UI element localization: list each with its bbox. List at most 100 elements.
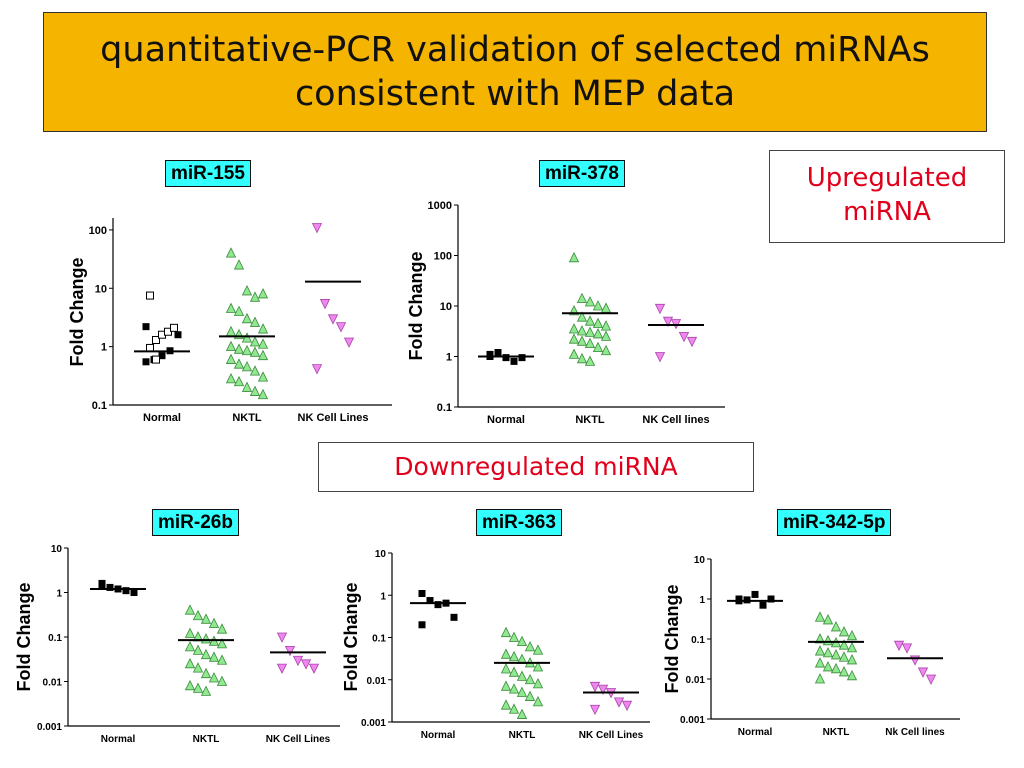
mir-155-ytick-label: 0.1 xyxy=(92,400,107,412)
mir-342-5p-ytick-label: 1 xyxy=(699,595,705,606)
mir-342-5p-ytick-label: 0.001 xyxy=(680,715,705,726)
mir-342-5p-point-nktl xyxy=(846,629,858,641)
mir-155-point-nktl xyxy=(233,259,245,270)
mir-26b-ytick-label: 0.01 xyxy=(43,678,63,689)
mir-155-category-label: NK Cell Lines xyxy=(298,412,369,424)
mir-155-point-nk-cell-lines xyxy=(343,337,355,348)
mir-342-5p-point-nktl xyxy=(814,673,826,684)
mir-155-point-nk-cell-lines xyxy=(327,314,339,325)
mir-378-point-nktl xyxy=(600,344,612,356)
mir-363-point-nktl xyxy=(524,673,536,685)
mir-26b-point-nktl xyxy=(200,685,212,696)
mir-363-point-nktl xyxy=(524,640,536,652)
mir-155-point-normal xyxy=(142,358,150,366)
mir-378-point-nk-cell-lines xyxy=(670,319,682,330)
mir-342-5p-point-nktl xyxy=(846,641,858,653)
mir-378-ylabel: Fold Change xyxy=(406,252,426,361)
mir-155-point-nktl xyxy=(257,349,269,361)
mir-26b-point-nktl xyxy=(216,654,228,665)
mir-155-point-nktl xyxy=(257,338,269,349)
mir-26b-point-nktl xyxy=(192,609,204,621)
mir-26b-point-nktl xyxy=(192,644,204,655)
mir-342-5p-ytick-label: 0.1 xyxy=(691,635,705,646)
mir-363-point-normal xyxy=(418,621,426,629)
mir-155-point-nktl xyxy=(249,346,261,357)
mir-378-point-nktl xyxy=(600,320,612,331)
mir-155-category-label: Normal xyxy=(143,412,181,424)
mir-26b-point-nktl xyxy=(200,633,212,644)
mir-378-point-nktl xyxy=(600,330,612,341)
mir-378-point-normal xyxy=(494,349,502,357)
mir-363-ylabel: Fold Change xyxy=(341,583,361,692)
mir-26b-point-nktl xyxy=(192,682,204,693)
mir-363-ytick-label: 0.001 xyxy=(361,718,386,729)
mir-378-point-nk-cell-lines xyxy=(654,352,666,363)
mir-342-5p-point-nktl xyxy=(838,639,850,650)
title-line-1: quantitative-PCR validation of selected … xyxy=(100,30,930,70)
mir-363-point-nktl xyxy=(508,631,520,642)
mir-155-ytick-label: 100 xyxy=(89,225,107,237)
mir-363-point-nktl xyxy=(532,644,544,655)
mir-342-5p-point-nk-cell-lines xyxy=(893,640,905,652)
chart-title-mir-363: miR-363 xyxy=(476,509,562,536)
mir-155-point-nktl xyxy=(233,358,245,369)
mir-26b-point-nk-cell-lines xyxy=(276,663,288,674)
mir-378-point-nk-cell-lines xyxy=(662,316,674,328)
mir-155-point-open xyxy=(152,335,160,344)
mir-155-point-nktl xyxy=(249,336,261,347)
mir-342-5p-point-nktl xyxy=(838,666,850,677)
mir-378-point-nktl xyxy=(592,317,604,328)
mir-363-point-nktl xyxy=(532,677,544,689)
mir-155-point-nktl xyxy=(249,291,261,302)
mir-363-point-nktl xyxy=(532,695,544,707)
mir-363-point-normal xyxy=(418,590,426,598)
mir-363-point-nktl xyxy=(500,648,512,659)
mir-363-ytick-label: 0.1 xyxy=(372,634,386,645)
mir-155-ylabel: Fold Change xyxy=(67,258,87,367)
mir-378-point-nktl xyxy=(592,341,604,353)
mir-26b-point-nktl xyxy=(192,662,204,673)
mir-155-category-label: NKTL xyxy=(232,412,262,424)
mir-378-category-label: NKTL xyxy=(575,414,605,426)
downregulated-label-box: Downregulated miRNA xyxy=(318,442,754,492)
mir-342-5p-point-nktl xyxy=(830,621,842,632)
mir-342-5p-category-label: Normal xyxy=(738,727,773,738)
slide-title: quantitative-PCR validation of selected … xyxy=(43,12,987,132)
mir-363-point-nk-cell-lines xyxy=(597,684,609,696)
mir-155-point-nktl xyxy=(233,328,245,340)
mir-363-point-nktl xyxy=(500,663,512,674)
mir-363-point-nktl xyxy=(508,683,520,694)
mir-342-5p-point-nktl xyxy=(814,611,826,622)
mir-26b-category-label: NKTL xyxy=(193,734,220,745)
mir-342-5p-ylabel: Fold Change xyxy=(662,585,682,694)
upregulated-label-line-1: Upregulated xyxy=(806,163,968,193)
mir-363-ytick-label: 1 xyxy=(380,591,386,602)
mir-342-5p-point-nktl xyxy=(822,634,834,646)
mir-378-point-nktl xyxy=(576,325,588,336)
mir-26b-point-nktl xyxy=(200,613,212,624)
mir-26b-point-nk-cell-lines xyxy=(292,655,304,667)
mir-378-ytick-label: 1000 xyxy=(428,200,452,212)
mir-26b-point-nktl xyxy=(184,604,196,615)
mir-378-point-nktl xyxy=(568,323,580,334)
mir-342-5p-point-nktl xyxy=(814,633,826,644)
mir-378-point-nktl xyxy=(584,326,596,337)
mir-363-point-nktl xyxy=(524,690,536,701)
mir-155-point-nktl xyxy=(241,360,253,372)
mir-363-point-nk-cell-lines xyxy=(589,704,601,716)
mir-155-point-nktl xyxy=(225,353,237,364)
mir-363-point-nktl xyxy=(516,670,528,681)
mir-378-point-normal xyxy=(510,357,518,365)
mir-155-point-nktl xyxy=(257,388,269,400)
mir-378-point-nk-cell-lines xyxy=(654,303,666,315)
mir-155-point-nktl xyxy=(257,323,269,334)
mir-155-point-nk-cell-lines xyxy=(335,322,347,333)
title-line-2: consistent with MEP data xyxy=(294,74,736,114)
mir-26b-point-nktl xyxy=(184,679,196,691)
mir-26b-point-nktl xyxy=(216,637,228,649)
mir-155-point-nktl xyxy=(225,247,237,258)
mir-342-5p-point-nktl xyxy=(830,662,842,674)
mir-363-point-normal xyxy=(450,613,458,621)
mir-342-5p-category-label: NKTL xyxy=(823,727,850,738)
